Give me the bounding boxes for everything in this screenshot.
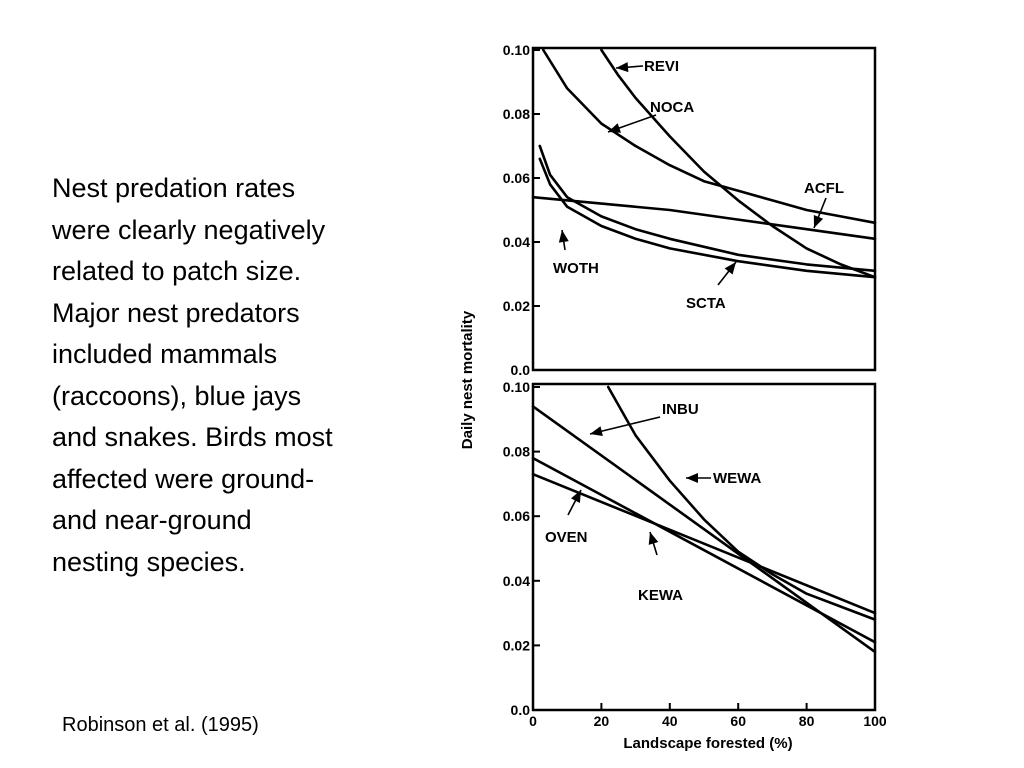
- x-axis-label: Landscape forested (%): [623, 735, 792, 752]
- arrow-head-icon: [608, 123, 621, 133]
- series-line-wewa: [606, 385, 877, 621]
- x-tick-label: 80: [799, 713, 815, 729]
- y-tick-label: 0.10: [503, 379, 530, 395]
- y-tick-label: 0.06: [503, 170, 530, 186]
- pointer-arrow-inbu: [589, 416, 661, 435]
- body-line: (raccoons), blue jays: [52, 380, 302, 411]
- arrow-head-icon: [571, 490, 581, 503]
- y-tick-label: 0.08: [503, 106, 530, 122]
- x-tick-label: 20: [594, 713, 610, 729]
- body-line: Nest predation rates: [52, 173, 296, 203]
- series-label-noca: NOCA: [650, 99, 694, 116]
- y-tick-label: 0.06: [503, 508, 530, 524]
- body-line: nesting species.: [52, 546, 246, 577]
- body-line: included mammals: [52, 339, 278, 369]
- top-plot-frame: [531, 46, 877, 372]
- x-tick-label: 40: [662, 713, 678, 729]
- series-label-kewa: KEWA: [638, 587, 683, 604]
- x-tick-label: 60: [730, 713, 746, 729]
- series-label-oven: OVEN: [545, 529, 588, 546]
- x-tick-label: 0: [529, 713, 537, 729]
- body-line: and snakes. Birds most: [52, 422, 333, 452]
- slide-body-text: Nest predation rates were clearly negati…: [52, 168, 422, 583]
- y-tick-label: 0.0: [511, 362, 531, 378]
- series-label-scta: SCTA: [686, 295, 726, 312]
- series-line-noca: [541, 48, 877, 225]
- arrow-head-icon: [590, 426, 603, 437]
- series-label-revi: REVI: [644, 58, 679, 75]
- arrow-head-icon: [686, 473, 698, 483]
- y-tick-label: 0.04: [503, 234, 530, 250]
- arrow-head-icon: [724, 262, 736, 275]
- y-tick-label: 0.02: [503, 298, 530, 314]
- series-line-scta: [538, 144, 877, 273]
- body-line: Major nest predators: [52, 297, 300, 328]
- y-tick-label: 0.08: [503, 444, 530, 460]
- y-tick-label: 0.0: [511, 702, 531, 718]
- bottom-plot-frame: [531, 382, 877, 712]
- series-label-inbu: INBU: [662, 401, 699, 418]
- body-line: were clearly negatively: [52, 214, 326, 245]
- series-label-acfl: ACFL: [804, 180, 844, 197]
- arrow-head-icon: [813, 215, 824, 228]
- body-line: and near-ground: [52, 505, 252, 535]
- series-line-kewa: [531, 472, 877, 615]
- series-label-wewa: WEWA: [713, 470, 761, 487]
- series-label-woth: WOTH: [553, 260, 599, 277]
- series-line-revi: [600, 48, 877, 279]
- y-tick-label: 0.04: [503, 573, 530, 589]
- body-line: related to patch size.: [52, 256, 302, 286]
- x-tick-label: 100: [863, 713, 887, 729]
- body-line: affected were ground-: [52, 463, 315, 494]
- citation: Robinson et al. (1995): [62, 714, 259, 736]
- y-tick-label: 0.10: [503, 42, 530, 58]
- series-line-oven: [531, 456, 877, 644]
- arrow-head-icon: [648, 532, 659, 545]
- arrow-head-icon: [558, 230, 569, 243]
- y-tick-label: 0.02: [503, 637, 530, 653]
- y-axis-label: Daily nest mortality: [459, 310, 476, 449]
- series-line-woth: [538, 157, 877, 279]
- series-line-acfl: [531, 195, 877, 241]
- arrow-head-icon: [616, 62, 629, 73]
